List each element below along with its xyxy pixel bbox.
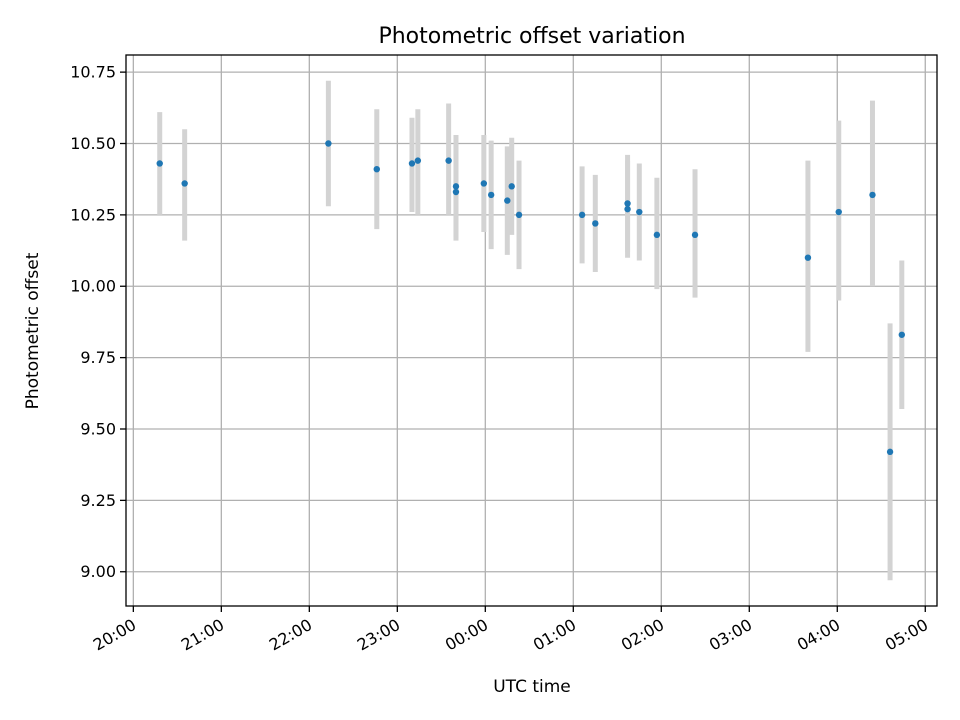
data-point xyxy=(508,183,515,190)
data-point xyxy=(578,211,586,219)
data-point xyxy=(835,208,842,216)
data-point xyxy=(886,448,894,456)
y-axis-label: Photometric offset xyxy=(23,252,43,409)
data-point xyxy=(373,165,380,173)
x-axis-label: UTC time xyxy=(493,677,571,697)
data-point xyxy=(592,220,599,227)
data-point xyxy=(445,157,452,164)
data-point xyxy=(487,191,495,199)
data-point xyxy=(898,331,906,338)
data-point xyxy=(515,211,523,219)
chart-title: Photometric offset variation xyxy=(378,24,685,49)
data-point xyxy=(181,180,188,187)
grid xyxy=(126,55,937,606)
data-point xyxy=(452,188,460,196)
y-tick-label: 9.50 xyxy=(80,419,116,438)
data-point xyxy=(653,231,661,239)
data-point xyxy=(624,205,631,213)
data-point xyxy=(156,160,163,167)
y-tick-label: 10.00 xyxy=(70,277,116,296)
data-point xyxy=(480,180,488,187)
data-point xyxy=(408,160,416,167)
y-tick-label: 10.50 xyxy=(70,134,116,153)
data-point xyxy=(325,140,332,147)
data-point xyxy=(636,208,643,216)
plot-frame xyxy=(125,54,938,607)
data-point xyxy=(869,191,876,199)
y-tick-label: 10.25 xyxy=(70,205,116,224)
y-tick-label: 9.75 xyxy=(80,348,116,367)
data-point xyxy=(804,254,812,261)
data-point xyxy=(504,197,511,204)
data-point xyxy=(691,231,699,239)
y-tick-label: 9.00 xyxy=(80,562,116,581)
y-tick-label: 10.75 xyxy=(70,63,116,82)
data-point xyxy=(624,200,631,207)
data-point xyxy=(414,157,422,164)
y-tick-label: 9.25 xyxy=(80,491,116,510)
data-point xyxy=(452,183,460,190)
data-points xyxy=(156,140,906,456)
